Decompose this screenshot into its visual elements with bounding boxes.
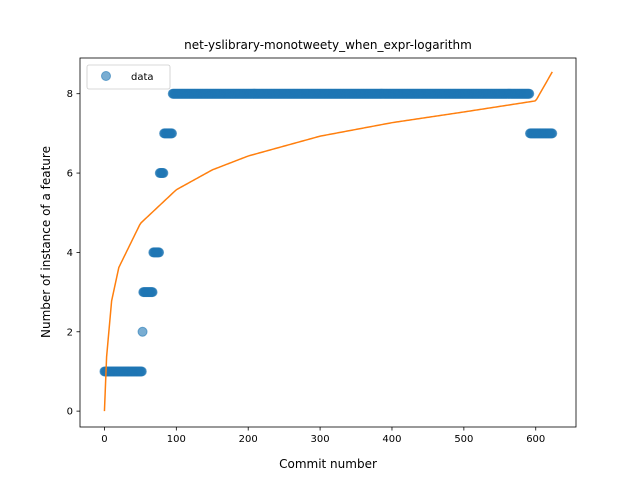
legend-label-data: data xyxy=(131,72,154,83)
legend: data xyxy=(86,64,171,90)
data-point xyxy=(167,128,178,139)
y-axis: 0 2 4 6 8 xyxy=(67,89,80,418)
data-point xyxy=(147,287,158,298)
chart-title: net-yslibrary-monotweety_when_expr-logar… xyxy=(184,38,472,52)
y-tick-label: 8 xyxy=(67,89,73,100)
x-tick-label: 0 xyxy=(101,434,107,445)
y-tick-label: 0 xyxy=(67,407,73,418)
x-tick-label: 100 xyxy=(167,434,186,445)
legend-marker-data xyxy=(101,71,111,81)
data-point xyxy=(158,168,169,179)
legend-box xyxy=(86,64,171,90)
data-point xyxy=(154,247,165,258)
x-tick-label: 400 xyxy=(382,434,401,445)
y-axis-label: Number of instance of a feature xyxy=(39,146,53,338)
y-tick-label: 2 xyxy=(67,327,73,338)
data-point xyxy=(136,366,147,377)
x-tick-label: 500 xyxy=(454,434,473,445)
x-tick-label: 600 xyxy=(526,434,545,445)
data-point xyxy=(137,326,148,337)
data-point xyxy=(524,88,535,99)
plot-area xyxy=(99,71,558,412)
x-tick-label: 200 xyxy=(239,434,258,445)
axes-frame xyxy=(79,57,577,428)
fit-curve xyxy=(103,71,553,412)
x-tick-label: 300 xyxy=(311,434,330,445)
y-tick-label: 6 xyxy=(67,169,73,180)
data-point xyxy=(547,128,558,139)
y-tick-label: 4 xyxy=(67,248,73,259)
x-axis: 0 100 200 300 400 500 600 xyxy=(101,427,545,445)
x-axis-label: Commit number xyxy=(279,457,377,471)
